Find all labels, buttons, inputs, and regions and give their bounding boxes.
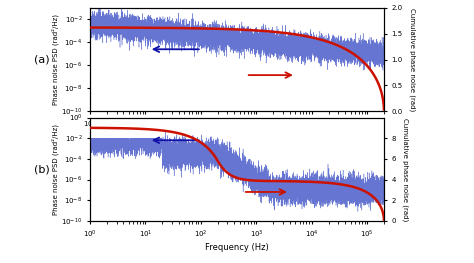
Y-axis label: Cumulative phase noise (rad): Cumulative phase noise (rad) — [409, 8, 415, 111]
Text: (b): (b) — [34, 164, 50, 174]
Text: (a): (a) — [34, 55, 50, 65]
Y-axis label: Phase noise PSD (rad²/Hz): Phase noise PSD (rad²/Hz) — [51, 124, 59, 215]
X-axis label: Frequency (Hz): Frequency (Hz) — [205, 243, 269, 252]
Y-axis label: Cumulative phase noise (rad): Cumulative phase noise (rad) — [402, 118, 409, 221]
Y-axis label: Phase noise PSD (rad²/Hz): Phase noise PSD (rad²/Hz) — [51, 14, 59, 105]
